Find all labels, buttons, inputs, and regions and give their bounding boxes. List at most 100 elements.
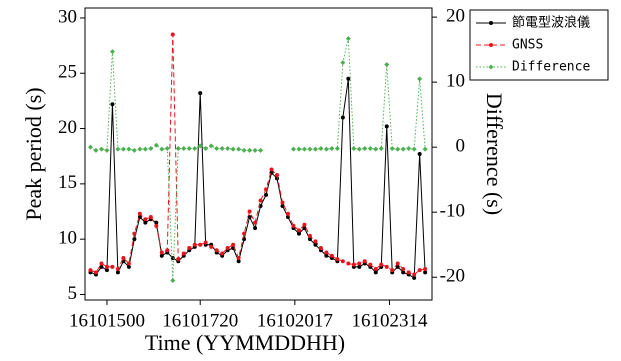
marker xyxy=(406,270,411,275)
marker xyxy=(417,152,422,156)
marker xyxy=(302,226,307,231)
marker xyxy=(187,246,192,251)
marker xyxy=(412,275,417,280)
marker xyxy=(104,147,110,153)
marker xyxy=(401,267,406,272)
marker xyxy=(159,253,164,258)
marker xyxy=(192,145,198,151)
y2-axis-label: Difference (s) xyxy=(482,93,507,215)
marker xyxy=(148,145,154,151)
marker xyxy=(307,237,312,242)
marker xyxy=(126,264,131,269)
marker xyxy=(230,146,236,152)
y-tick-label: 10 xyxy=(58,228,77,249)
marker xyxy=(351,145,357,151)
marker xyxy=(126,261,131,266)
marker xyxy=(373,146,379,152)
marker xyxy=(132,237,137,242)
marker xyxy=(351,262,356,267)
x-tick-label: 16101500 xyxy=(69,310,145,331)
marker xyxy=(280,203,285,208)
marker xyxy=(345,36,351,42)
marker xyxy=(264,187,269,192)
marker xyxy=(390,268,395,273)
marker xyxy=(291,223,296,228)
marker xyxy=(489,21,493,25)
marker xyxy=(406,145,412,151)
marker xyxy=(137,146,143,152)
marker xyxy=(214,248,219,253)
marker xyxy=(170,32,175,37)
marker xyxy=(98,146,104,152)
marker xyxy=(120,146,126,152)
marker xyxy=(203,145,209,151)
marker xyxy=(389,145,395,151)
y-tick-label: 15 xyxy=(58,172,77,193)
marker xyxy=(165,248,170,253)
series-line xyxy=(90,78,426,279)
marker xyxy=(236,146,242,152)
y-tick-label: 5 xyxy=(68,283,78,304)
marker xyxy=(423,267,428,272)
marker xyxy=(357,264,362,269)
marker xyxy=(296,231,301,236)
marker xyxy=(143,217,148,222)
marker xyxy=(214,145,220,151)
marker xyxy=(384,264,389,269)
marker xyxy=(192,242,197,247)
marker xyxy=(181,251,186,256)
y2-tick-label: -10 xyxy=(440,201,465,222)
marker xyxy=(423,270,428,275)
marker xyxy=(258,198,263,203)
marker xyxy=(307,233,312,238)
marker xyxy=(87,144,93,150)
y2-tick-label: 0 xyxy=(456,136,466,157)
marker xyxy=(417,76,423,82)
marker xyxy=(346,261,351,266)
marker xyxy=(313,242,318,247)
marker xyxy=(236,259,241,264)
y-tick-label: 25 xyxy=(58,62,77,83)
marker xyxy=(99,261,104,266)
marker xyxy=(401,270,406,275)
marker xyxy=(209,244,214,249)
marker xyxy=(395,146,401,152)
marker xyxy=(367,145,373,151)
marker xyxy=(400,146,406,152)
marker xyxy=(296,228,301,233)
marker xyxy=(368,262,373,267)
marker xyxy=(362,259,367,264)
marker xyxy=(417,268,422,273)
marker xyxy=(312,146,318,152)
marker xyxy=(346,76,351,81)
marker xyxy=(153,142,159,148)
marker xyxy=(290,146,296,152)
marker xyxy=(126,146,132,152)
marker xyxy=(236,255,241,260)
marker xyxy=(411,146,417,152)
marker xyxy=(357,261,362,266)
marker xyxy=(115,146,121,152)
marker xyxy=(203,240,208,245)
marker xyxy=(373,270,378,275)
x-tick-label: 16101720 xyxy=(162,310,238,331)
marker xyxy=(132,231,137,236)
marker xyxy=(225,145,231,151)
marker xyxy=(242,231,247,236)
legend-label: 節電型波浪儀 xyxy=(512,16,590,31)
marker xyxy=(253,220,258,225)
marker xyxy=(225,246,230,251)
marker xyxy=(154,223,159,228)
marker xyxy=(422,146,428,152)
marker xyxy=(412,272,417,277)
marker xyxy=(373,267,378,272)
marker xyxy=(395,264,400,269)
y-axis-label: Peak period (s) xyxy=(21,87,46,220)
marker xyxy=(142,146,148,152)
marker xyxy=(109,49,115,55)
marker xyxy=(148,215,153,220)
marker xyxy=(198,242,203,247)
marker xyxy=(110,102,115,107)
marker xyxy=(313,239,318,244)
marker xyxy=(154,220,159,225)
